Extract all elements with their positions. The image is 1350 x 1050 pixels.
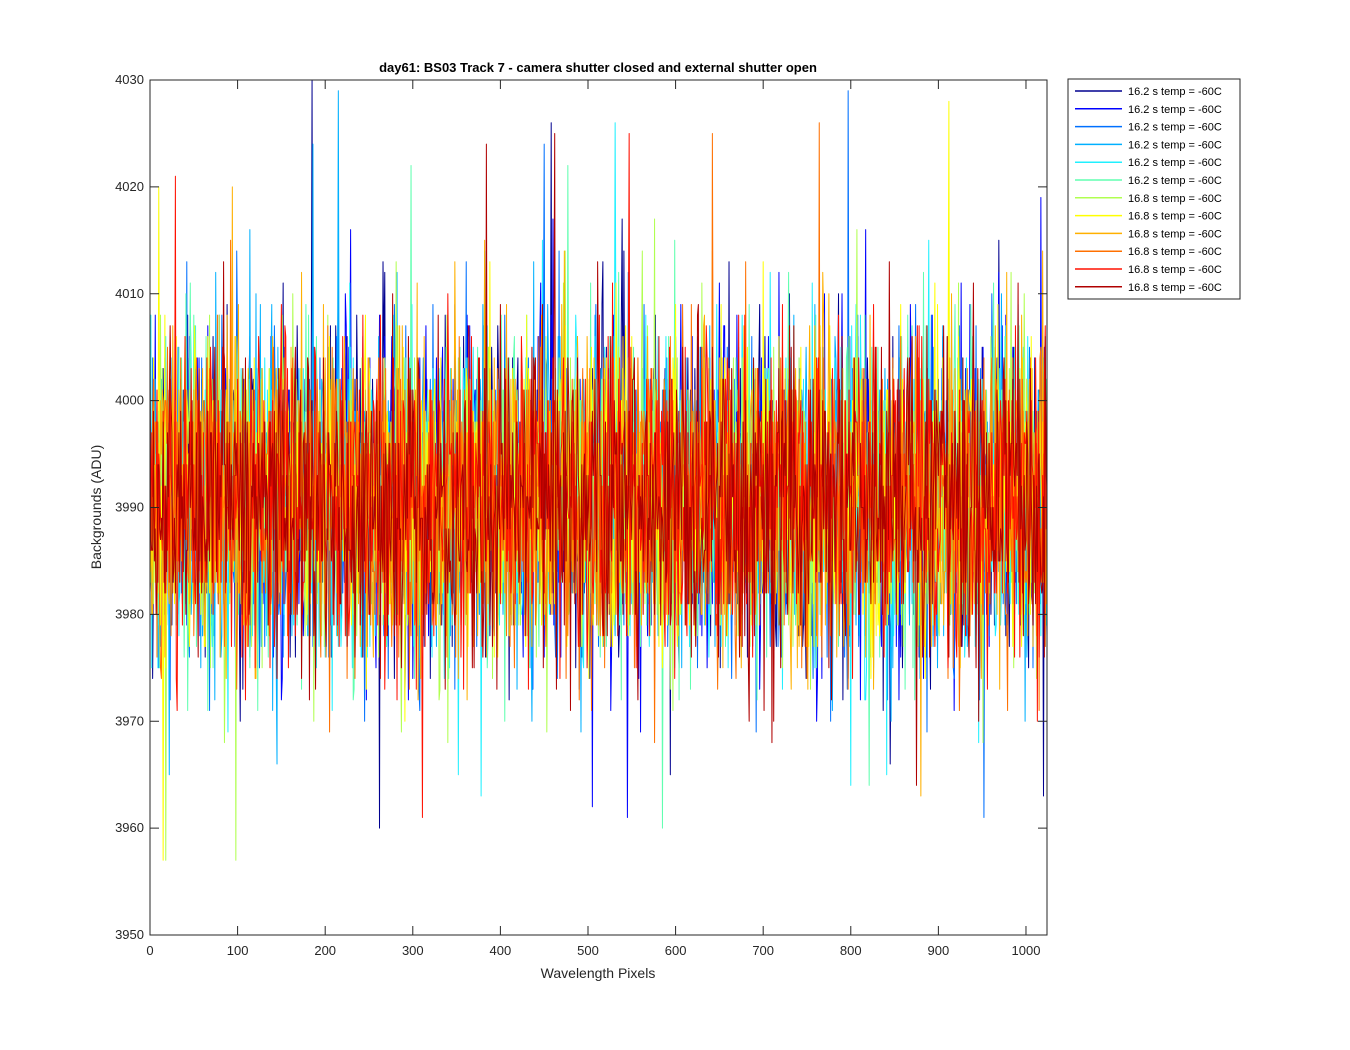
legend-label: 16.8 s temp = -60C xyxy=(1128,211,1222,223)
legend: 16.2 s temp = -60C 16.2 s temp = -60C 16.2… xyxy=(1067,78,1241,300)
legend-label: 16.8 s temp = -60C xyxy=(1128,193,1222,205)
y-axis-label: Backgrounds (ADU) xyxy=(88,445,104,570)
legend-label: 16.2 s temp = -60C xyxy=(1128,139,1222,151)
x-tick-label: 700 xyxy=(752,943,774,958)
series-layer xyxy=(149,79,1048,861)
x-tick-label: 0 xyxy=(146,943,153,958)
legend-label: 16.2 s temp = -60C xyxy=(1128,86,1222,98)
legend-label: 16.8 s temp = -60C xyxy=(1128,264,1222,276)
x-tick-label: 800 xyxy=(840,943,862,958)
y-tick-label: 4000 xyxy=(115,393,144,408)
legend-label: 16.2 s temp = -60C xyxy=(1128,157,1222,169)
chart-title: day61: BS03 Track 7 - camera shutter clo… xyxy=(379,60,817,75)
x-tick-label: 200 xyxy=(314,943,336,958)
legend-label: 16.2 s temp = -60C xyxy=(1128,104,1222,116)
x-tick-label: 900 xyxy=(928,943,950,958)
x-tick-label: 300 xyxy=(402,943,424,958)
y-tick-label: 3990 xyxy=(115,500,144,515)
legend-label: 16.8 s temp = -60C xyxy=(1128,282,1222,294)
x-tick-label: 100 xyxy=(227,943,249,958)
y-tick-label: 3950 xyxy=(115,927,144,942)
y-tick-label: 3960 xyxy=(115,820,144,835)
legend-label: 16.2 s temp = -60C xyxy=(1128,175,1222,187)
y-axis: 3950 3960 3970 3980 3990 4000 4010 4020 4030 xyxy=(115,72,1047,942)
y-tick-label: 4010 xyxy=(115,286,144,301)
x-tick-label: 1000 xyxy=(1012,943,1041,958)
y-tick-label: 3980 xyxy=(115,606,144,621)
legend-label: 16.2 s temp = -60C xyxy=(1128,122,1222,134)
x-tick-label: 400 xyxy=(490,943,512,958)
x-tick-label: 600 xyxy=(665,943,687,958)
y-tick-label: 4020 xyxy=(115,179,144,194)
x-axis-label: Wavelength Pixels xyxy=(541,965,656,981)
x-axis: 0 100 200 300 400 500 600 700 800 900 1000 xyxy=(146,80,1040,958)
legend-label: 16.8 s temp = -60C xyxy=(1128,228,1222,240)
legend-label: 16.8 s temp = -60C xyxy=(1128,246,1222,258)
y-tick-label: 3970 xyxy=(115,713,144,728)
legend-box xyxy=(1067,78,1241,300)
y-tick-label: 4030 xyxy=(115,72,144,87)
x-tick-label: 500 xyxy=(577,943,599,958)
series-line-12 xyxy=(149,132,1048,786)
